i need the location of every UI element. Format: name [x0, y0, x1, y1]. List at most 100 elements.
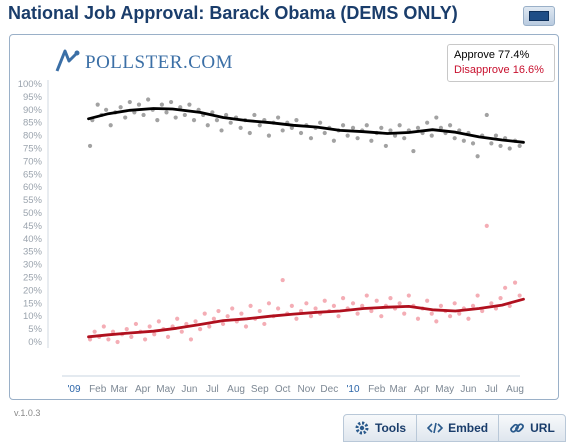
approve-point: [438, 125, 444, 130]
disapprove-point: [350, 301, 356, 306]
disapprove-point: [313, 306, 318, 311]
approve-point: [517, 143, 522, 149]
approve-point: [146, 97, 151, 102]
disapprove-point: [369, 308, 374, 314]
x-tick-label: Feb: [89, 384, 107, 395]
disapprove-point: [262, 321, 267, 327]
x-tick-label: Aug: [227, 384, 245, 395]
disapprove-point: [179, 329, 184, 334]
approve-point: [308, 136, 314, 141]
disapprove-point: [248, 303, 253, 308]
approve-point: [173, 115, 178, 120]
approve-point: [257, 123, 262, 128]
approve-point: [294, 118, 299, 123]
url-label: URL: [530, 421, 555, 435]
disapprove-point: [507, 303, 512, 308]
version-label: v.1.0.3: [14, 408, 41, 418]
disapprove-point: [110, 329, 116, 334]
disapprove-point: [457, 311, 462, 316]
pollster-logo-icon: [55, 49, 80, 72]
approve-point: [355, 136, 360, 141]
legend: Approve 77.4% Disapprove 16.6%: [447, 44, 555, 82]
disapprove-point: [388, 296, 393, 301]
disapprove-point: [225, 314, 230, 319]
approve-point: [470, 141, 476, 146]
legend-item-disapprove[interactable]: Disapprove 16.6%: [454, 63, 554, 78]
approve-point: [187, 102, 192, 107]
code-icon: [427, 422, 444, 434]
approve-point: [493, 133, 499, 138]
approve-point: [461, 138, 466, 143]
disapprove-point: [152, 332, 157, 337]
disapprove-point: [165, 334, 171, 339]
approve-point: [178, 105, 183, 110]
y-tick-label: 5%: [28, 324, 42, 335]
disapprove-point: [364, 293, 369, 298]
disapprove-point: [452, 301, 457, 306]
approve-point: [87, 143, 93, 149]
disapprove-point: [470, 303, 476, 308]
disapprove-point: [188, 337, 194, 342]
disapprove-point: [106, 337, 111, 342]
disapprove-point: [243, 324, 249, 329]
expand-button[interactable]: [523, 6, 555, 26]
approve-point: [289, 125, 294, 130]
approve-point: [210, 110, 215, 115]
x-tick-label: May: [435, 384, 454, 395]
x-tick-label: Nov: [297, 384, 315, 395]
embed-button[interactable]: Embed: [417, 415, 500, 441]
disapprove-point: [207, 324, 212, 329]
disapprove-point: [484, 223, 489, 228]
disapprove-point: [275, 306, 281, 311]
approve-point: [388, 128, 393, 133]
disapprove-point: [355, 311, 360, 316]
disapprove-point: [198, 327, 203, 332]
disapprove-point: [101, 324, 106, 329]
disapprove-point: [402, 311, 407, 316]
x-tick-label: Sep: [251, 384, 269, 395]
page-title: National Job Approval: Barack Obama (DEM…: [8, 3, 458, 23]
disapprove-point: [230, 306, 235, 311]
disapprove-point: [304, 301, 309, 306]
disapprove-point: [184, 321, 189, 327]
approve-point: [379, 125, 384, 130]
approve-point: [452, 136, 457, 141]
disapprove-point: [175, 316, 180, 321]
disapprove-point: [466, 316, 471, 321]
approve-point: [397, 123, 402, 128]
disapprove-point: [475, 293, 480, 298]
embed-label: Embed: [448, 421, 489, 435]
approve-point: [429, 133, 434, 138]
approve-point: [118, 105, 123, 110]
approve-point: [350, 125, 356, 130]
disapprove-point: [406, 293, 411, 298]
disapprove-point: [374, 298, 379, 303]
approve-point: [425, 120, 430, 125]
approve-point: [507, 146, 512, 151]
url-button[interactable]: URL: [499, 415, 565, 441]
x-tick-label: '09: [67, 384, 80, 395]
approve-point: [141, 112, 146, 118]
approve-point: [123, 115, 128, 120]
approve-point: [402, 136, 407, 141]
approve-point: [331, 138, 337, 143]
tools-button[interactable]: Tools: [344, 415, 418, 441]
approve-trend-line: [87, 107, 525, 144]
disapprove-point: [280, 277, 285, 283]
x-tick-label: Apr: [414, 384, 430, 395]
approve-point: [214, 118, 220, 123]
tools-label: Tools: [375, 421, 407, 435]
disapprove-point: [322, 298, 327, 303]
approve-point: [489, 141, 494, 146]
approve-point: [127, 99, 132, 105]
approve-point: [411, 148, 416, 154]
legend-item-approve[interactable]: Approve 77.4%: [454, 48, 554, 63]
approve-point: [415, 125, 421, 130]
disapprove-point: [294, 316, 299, 321]
y-tick-label: 85%: [23, 118, 43, 129]
approve-point: [266, 133, 272, 138]
disapprove-point: [289, 303, 294, 308]
x-tick-label: Mar: [389, 384, 407, 395]
